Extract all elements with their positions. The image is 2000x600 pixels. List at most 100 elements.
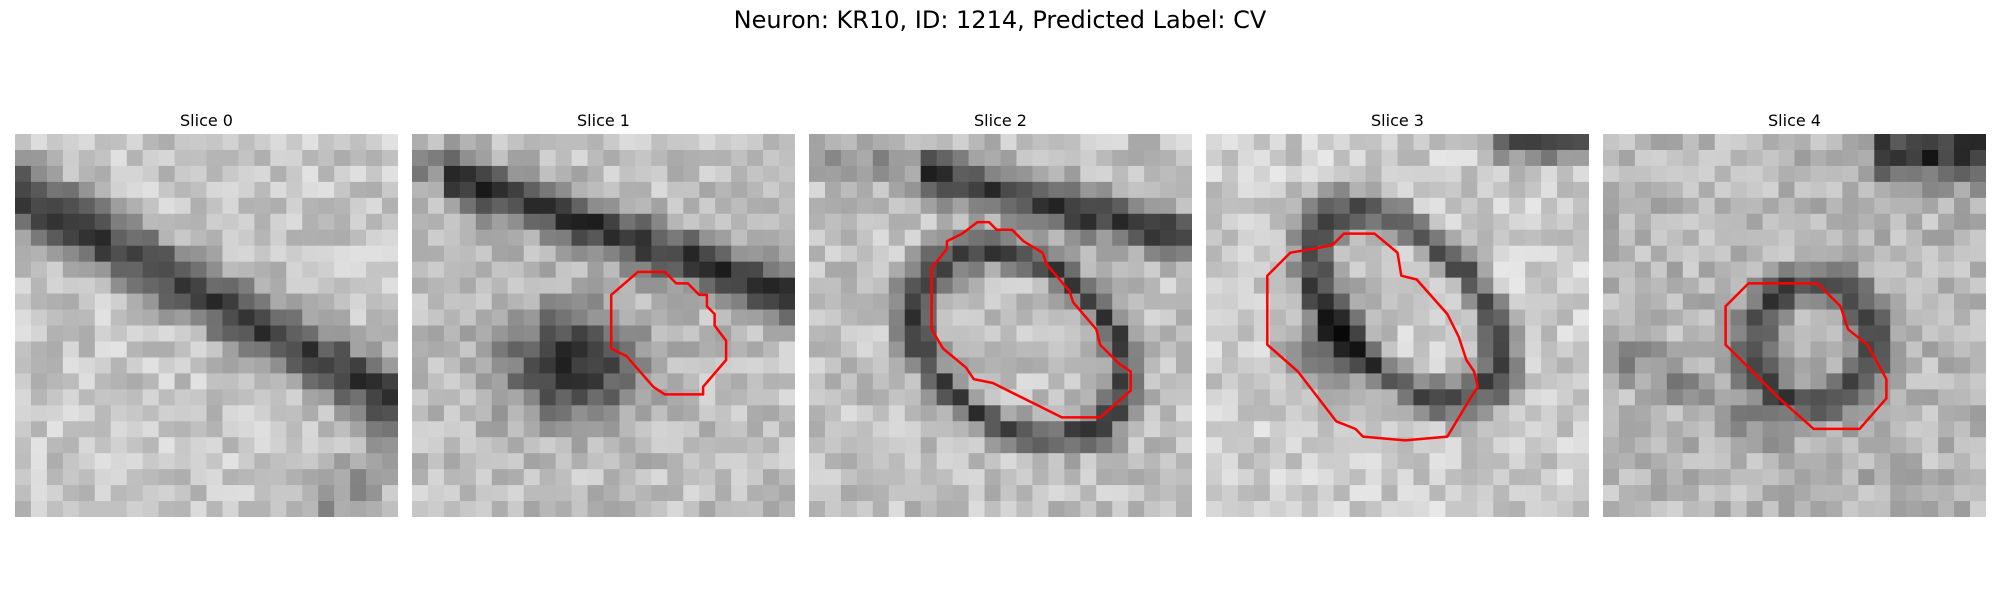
pixel [1206, 453, 1223, 470]
pixel [1176, 245, 1192, 263]
pixel [1285, 197, 1303, 215]
pixel [603, 277, 621, 295]
pixel [1618, 485, 1636, 502]
pixel [747, 341, 764, 359]
pixel [1160, 453, 1177, 470]
pixel [1445, 469, 1462, 486]
pixel [1842, 245, 1859, 263]
pixel [888, 293, 906, 311]
pixel [1509, 277, 1526, 295]
pixel [1573, 453, 1589, 470]
pixel [539, 469, 557, 486]
pixel [539, 389, 557, 406]
pixel [1650, 213, 1668, 231]
pixel [904, 453, 922, 470]
pixel [110, 229, 128, 247]
pixel [1160, 149, 1177, 167]
pixel [1096, 165, 1113, 183]
pixel [555, 357, 573, 374]
pixel [1365, 373, 1383, 390]
pixel [1064, 213, 1081, 231]
pixel [1746, 373, 1764, 390]
pixel [254, 197, 271, 215]
pixel [1730, 341, 1748, 359]
pixel [1269, 134, 1287, 151]
pixel [1906, 229, 1923, 247]
pixel [142, 325, 160, 343]
pixel [286, 134, 303, 151]
pixel [475, 341, 493, 359]
pixel [1634, 309, 1652, 327]
pixel [318, 149, 335, 167]
pixel [1461, 277, 1478, 295]
pixel [1682, 165, 1700, 183]
pixel [1381, 197, 1399, 215]
pixel [1317, 181, 1335, 199]
pixel [222, 309, 240, 327]
pixel [699, 165, 716, 183]
pixel [491, 245, 509, 263]
pixel [1445, 197, 1462, 215]
pixel [731, 149, 748, 167]
pixel [1144, 149, 1161, 167]
pixel [1826, 149, 1843, 167]
pixel [779, 277, 795, 295]
pixel [1666, 389, 1684, 406]
pixel [1938, 261, 1955, 279]
pixel [1160, 309, 1177, 327]
pixel [1682, 469, 1700, 486]
pixel [1778, 357, 1796, 374]
pixel [15, 229, 32, 247]
pixel [1237, 229, 1255, 247]
pixel [1874, 501, 1891, 517]
pixel [174, 309, 192, 327]
pixel [904, 277, 922, 295]
pixel [1746, 437, 1764, 454]
pixel [174, 341, 192, 359]
pixel [1573, 261, 1589, 279]
pixel [936, 165, 954, 183]
pixel [1762, 421, 1780, 438]
pixel [1698, 277, 1716, 295]
pixel [366, 325, 383, 343]
pixel [872, 325, 890, 343]
pixel [1016, 165, 1034, 183]
pixel [1603, 277, 1620, 295]
pixel [1333, 469, 1351, 486]
pixel [110, 501, 128, 517]
pixel [667, 277, 684, 295]
pixel [206, 325, 224, 343]
pixel [158, 197, 176, 215]
pixel [1746, 134, 1764, 151]
pixel [1778, 261, 1796, 279]
pixel [1445, 501, 1462, 517]
pixel [731, 245, 748, 263]
slice-panel-1: Slice 1 [412, 108, 795, 517]
pixel [667, 453, 684, 470]
pixel [1301, 149, 1319, 167]
pixel [1762, 373, 1780, 390]
pixel [1144, 437, 1161, 454]
pixel [238, 501, 255, 517]
pixel [1970, 453, 1986, 470]
pixel [158, 181, 176, 199]
pixel [270, 277, 287, 295]
pixel [587, 485, 605, 502]
pixel [1493, 293, 1510, 311]
slice-title: Slice 1 [577, 111, 630, 130]
pixel [222, 293, 240, 311]
pixel [1682, 229, 1700, 247]
pixel [1365, 213, 1383, 231]
pixel [523, 261, 541, 279]
pixel [1096, 357, 1113, 374]
pixel [587, 309, 605, 327]
pixel [1509, 357, 1526, 374]
pixel [667, 245, 684, 263]
pixel [206, 261, 224, 279]
pixel [1778, 197, 1796, 215]
pixel [1493, 165, 1510, 183]
pixel [1557, 325, 1574, 343]
pixel [412, 453, 429, 470]
pixel [443, 293, 461, 311]
pixel [412, 149, 429, 167]
